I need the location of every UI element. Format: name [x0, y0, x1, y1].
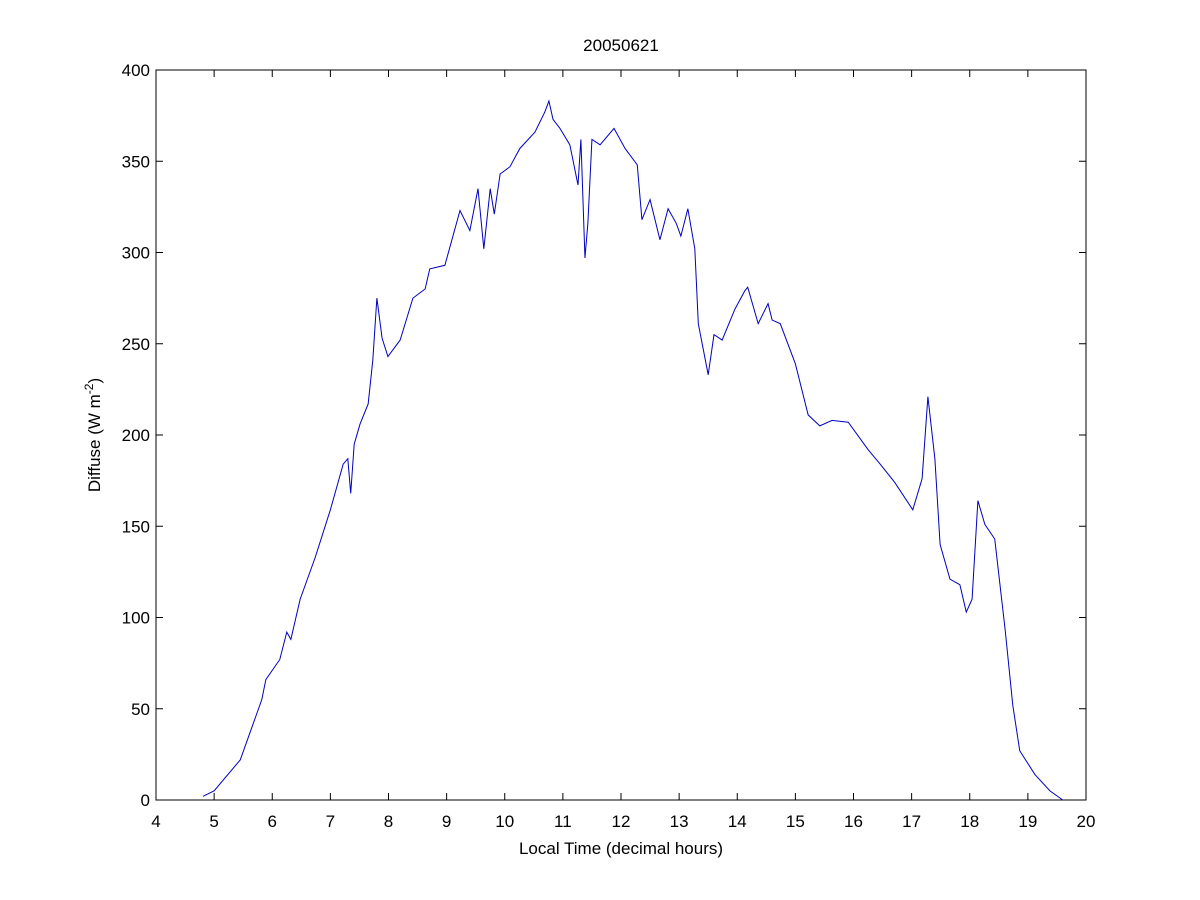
x-axis-label: Local Time (decimal hours)	[519, 839, 723, 858]
x-tick-label: 17	[902, 812, 921, 831]
y-tick-label: 300	[122, 244, 150, 263]
y-tick-label: 150	[122, 517, 150, 536]
y-tick-label: 0	[141, 791, 150, 810]
x-tick-label: 18	[960, 812, 979, 831]
x-tick-label: 8	[384, 812, 393, 831]
y-tick-label: 400	[122, 61, 150, 80]
y-axis-label-end: )	[85, 378, 104, 384]
x-tick-label: 12	[612, 812, 631, 831]
y-tick-label: 50	[131, 700, 150, 719]
x-tick-label: 6	[268, 812, 277, 831]
data-line	[202, 99, 1064, 801]
x-tick-label: 13	[670, 812, 689, 831]
y-axis-label: Diffuse (W m-2)	[82, 378, 104, 492]
x-tick-label: 20	[1077, 812, 1096, 831]
x-tick-label: 4	[151, 812, 160, 831]
x-tick-label: 11	[554, 812, 572, 831]
x-tick-label: 15	[786, 812, 805, 831]
x-tick-label: 19	[1018, 812, 1037, 831]
y-tick-label: 100	[122, 609, 150, 628]
y-axis-label-sup: -2	[82, 383, 96, 394]
x-tick-label: 16	[844, 812, 863, 831]
y-tick-label: 350	[122, 152, 150, 171]
x-tick-label: 9	[442, 812, 451, 831]
y-tick-label: 250	[122, 335, 150, 354]
chart-title: 20050621	[583, 36, 659, 55]
y-axis-label-main: Diffuse (W m	[85, 394, 104, 492]
y-tick-label: 200	[122, 426, 150, 445]
x-tick-label: 14	[728, 812, 747, 831]
x-tick-label: 10	[495, 812, 514, 831]
x-tick-label: 7	[326, 812, 335, 831]
x-tick-label: 5	[209, 812, 218, 831]
